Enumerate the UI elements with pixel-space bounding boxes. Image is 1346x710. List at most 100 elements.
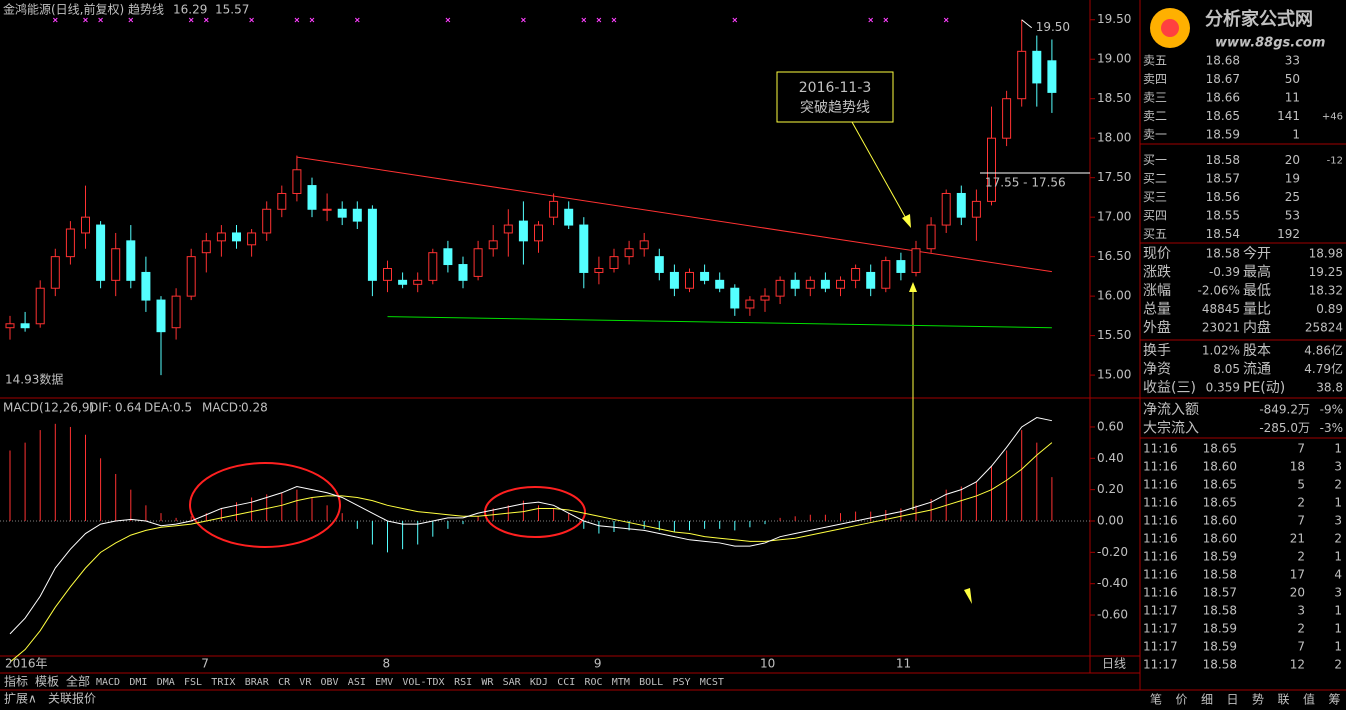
book-volume: 1 xyxy=(1292,128,1300,142)
annotation-date: 2016-11-3 xyxy=(799,80,871,96)
indicator-tab[interactable]: MTM xyxy=(612,677,630,688)
indicator-tab[interactable]: CR xyxy=(278,677,291,688)
candle-body xyxy=(307,185,317,210)
signal-marker xyxy=(883,17,889,23)
indicator-tab[interactable]: FSL xyxy=(184,677,202,688)
indicator-tab[interactable]: DMA xyxy=(157,677,175,688)
book-price: 18.57 xyxy=(1206,172,1240,186)
footer-tab[interactable]: 扩展∧ xyxy=(4,692,37,706)
candle-body xyxy=(866,271,876,289)
candle-body xyxy=(1002,98,1012,139)
signal-marker xyxy=(203,17,209,23)
capital-label: PE(动) xyxy=(1243,380,1285,396)
indicator-tab[interactable]: SAR xyxy=(503,677,522,688)
book-label: 卖五 xyxy=(1143,54,1167,68)
book-price: 18.55 xyxy=(1206,209,1240,223)
indicator-tab[interactable]: ASI xyxy=(348,677,366,688)
indicator-tab[interactable]: ROC xyxy=(585,677,603,688)
side-tab[interactable]: 值 xyxy=(1303,692,1315,707)
footer-tab[interactable]: 关联报价 xyxy=(48,691,96,706)
side-tab[interactable]: 笔 xyxy=(1150,692,1162,707)
candle-body xyxy=(473,248,483,277)
indicator-tab[interactable]: DMI xyxy=(129,677,147,688)
trade-price: 18.60 xyxy=(1203,532,1237,546)
candle-body xyxy=(624,248,634,258)
candle-body xyxy=(367,208,377,281)
side-tab[interactable]: 筹 xyxy=(1329,693,1341,707)
trade-count: 2 xyxy=(1334,658,1342,672)
indicator-tab[interactable]: VR xyxy=(299,677,312,688)
signal-marker xyxy=(521,17,526,23)
y-tick-label: 0.00 xyxy=(1097,513,1124,527)
indicator-tab[interactable]: PSY xyxy=(673,677,691,688)
candle-body xyxy=(820,279,830,289)
book-volume: 19 xyxy=(1285,172,1300,186)
trade-count: 1 xyxy=(1334,550,1342,564)
flow-value: -849.2万 xyxy=(1259,403,1310,417)
quote-label: 今开 xyxy=(1243,246,1271,262)
side-tab[interactable]: 细 xyxy=(1201,693,1213,707)
quote-label: 量比 xyxy=(1243,302,1271,318)
signal-marker xyxy=(581,17,587,23)
indicator-tab[interactable]: OBV xyxy=(321,677,339,688)
indicator-tab[interactable]: EMV xyxy=(375,677,393,688)
trade-time: 11:16 xyxy=(1143,532,1178,546)
candle-body xyxy=(111,248,121,281)
chart-title: 金鸿能源(日线,前复权) 趋势线 xyxy=(3,2,164,17)
candle-body xyxy=(534,224,543,242)
indicator-tab[interactable]: BRAR xyxy=(245,677,270,688)
capital-label: 净资 xyxy=(1143,362,1171,378)
side-tab[interactable]: 日 xyxy=(1227,693,1239,707)
trade-volume: 17 xyxy=(1290,568,1305,582)
candle-body xyxy=(956,192,966,218)
capital-label: 换手 xyxy=(1143,342,1171,359)
quote-label: 最高 xyxy=(1243,264,1271,281)
y-tick-label: 19.00 xyxy=(1097,52,1131,66)
trade-volume: 20 xyxy=(1290,586,1305,600)
capital-value: 8.05 xyxy=(1213,362,1240,376)
indicator-tab[interactable]: WR xyxy=(481,677,494,688)
quote-label: 涨跌 xyxy=(1143,265,1171,281)
flow-value: -285.0万 xyxy=(1259,421,1310,435)
dea-value: 0.5 xyxy=(173,401,192,415)
tab[interactable]: 模板 xyxy=(35,675,59,689)
candle-body xyxy=(35,287,45,325)
side-tab[interactable]: 价 xyxy=(1176,693,1188,707)
flow-pct: -9% xyxy=(1320,403,1343,417)
tab[interactable]: 指标 xyxy=(4,674,28,689)
book-label: 买二 xyxy=(1143,172,1167,186)
indicator-tab[interactable]: VOL-TDX xyxy=(402,677,444,688)
side-tab[interactable]: 联 xyxy=(1278,693,1290,707)
candle-body xyxy=(1017,50,1027,100)
indicator-tab[interactable]: MCST xyxy=(700,677,724,688)
indicator-tab[interactable]: CCI xyxy=(557,677,575,688)
book-label: 卖三 xyxy=(1143,91,1167,105)
trade-time: 11:16 xyxy=(1143,568,1178,582)
bottom-note: 14.93数据 xyxy=(5,372,63,387)
indicator-tab[interactable]: TRIX xyxy=(211,677,235,688)
signal-marker xyxy=(732,17,738,23)
indicator-tab[interactable]: BOLL xyxy=(639,677,663,688)
trade-price: 18.58 xyxy=(1203,658,1237,672)
trade-time: 11:16 xyxy=(1143,586,1178,600)
capital-label: 股本 xyxy=(1243,343,1271,359)
indicator-tab[interactable]: KDJ xyxy=(530,677,548,688)
trade-count: 1 xyxy=(1334,622,1342,636)
tab[interactable]: 全部 xyxy=(66,674,90,689)
indicator-tab[interactable]: RSI xyxy=(454,677,472,688)
book-price: 18.67 xyxy=(1206,72,1240,86)
candle-body xyxy=(639,240,649,250)
candle-body xyxy=(50,256,60,289)
side-tab[interactable]: 势 xyxy=(1252,693,1264,707)
candle-body xyxy=(503,224,513,234)
book-price: 18.56 xyxy=(1206,190,1240,204)
candle-body xyxy=(352,208,362,222)
flow-pct: -3% xyxy=(1320,421,1343,435)
trendline xyxy=(387,316,1052,329)
candle-body xyxy=(141,271,151,301)
x-tick-label: 2016年 xyxy=(5,657,48,671)
indicator-tab[interactable]: MACD xyxy=(96,677,120,688)
capital-value: 1.02% xyxy=(1202,344,1240,358)
quote-label: 外盘 xyxy=(1143,319,1171,336)
candle-body xyxy=(201,240,211,254)
